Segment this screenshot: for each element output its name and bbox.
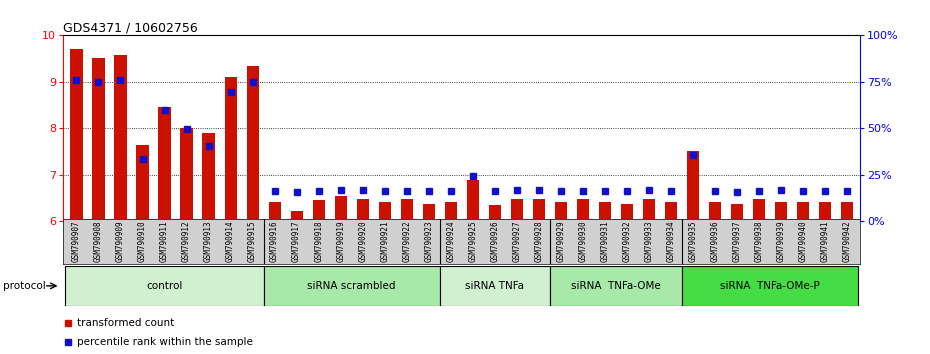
Bar	[335, 196, 347, 221]
Text: GSM790910: GSM790910	[138, 221, 147, 262]
Text: GDS4371 / 10602756: GDS4371 / 10602756	[63, 21, 198, 34]
Bar	[224, 77, 236, 221]
Bar	[92, 58, 104, 221]
Text: GSM790921: GSM790921	[380, 221, 389, 262]
Bar	[621, 204, 633, 221]
Text: GSM790923: GSM790923	[424, 221, 433, 262]
Text: GSM790913: GSM790913	[204, 221, 213, 262]
Bar	[665, 202, 677, 221]
Text: GSM790931: GSM790931	[601, 221, 609, 262]
Text: GSM790924: GSM790924	[446, 221, 456, 262]
Bar	[356, 199, 368, 221]
Bar	[467, 181, 479, 221]
Text: GSM790916: GSM790916	[270, 221, 279, 262]
Text: GSM790938: GSM790938	[754, 221, 764, 262]
Bar	[511, 199, 523, 221]
Bar	[599, 202, 611, 221]
Bar	[158, 107, 170, 221]
Bar	[263, 266, 440, 306]
Text: GSM790915: GSM790915	[248, 221, 257, 262]
Text: GSM790922: GSM790922	[402, 221, 411, 262]
Bar	[422, 204, 434, 221]
Text: percentile rank within the sample: percentile rank within the sample	[76, 337, 253, 347]
Bar	[445, 202, 457, 221]
Text: GSM790909: GSM790909	[116, 221, 125, 262]
Text: control: control	[146, 281, 182, 291]
Text: siRNA  TNFa-OMe-P: siRNA TNFa-OMe-P	[720, 281, 820, 291]
Bar	[203, 133, 215, 221]
Text: protocol: protocol	[3, 281, 46, 291]
Text: GSM790917: GSM790917	[292, 221, 301, 262]
Text: GSM790932: GSM790932	[622, 221, 631, 262]
Text: GSM790941: GSM790941	[820, 221, 830, 262]
Text: GSM790907: GSM790907	[72, 221, 81, 262]
Bar	[65, 266, 263, 306]
Bar	[114, 55, 126, 221]
Text: GSM790930: GSM790930	[578, 221, 588, 262]
Text: GSM790927: GSM790927	[512, 221, 522, 262]
Text: siRNA TNFa: siRNA TNFa	[465, 281, 525, 291]
Bar	[379, 202, 391, 221]
Bar	[180, 128, 193, 221]
Text: GSM790914: GSM790914	[226, 221, 235, 262]
Bar	[775, 202, 787, 221]
Bar	[550, 266, 682, 306]
Text: GSM790925: GSM790925	[468, 221, 477, 262]
Bar	[643, 199, 655, 221]
Bar	[401, 199, 413, 221]
Bar	[687, 151, 699, 221]
Bar	[819, 202, 831, 221]
Bar	[440, 266, 550, 306]
Text: GSM790940: GSM790940	[799, 221, 807, 262]
Text: GSM790936: GSM790936	[711, 221, 720, 262]
Text: GSM790942: GSM790942	[843, 221, 852, 262]
Text: GSM790928: GSM790928	[535, 221, 543, 262]
Bar	[841, 202, 853, 221]
Text: GSM790937: GSM790937	[733, 221, 741, 262]
Text: GSM790935: GSM790935	[688, 221, 698, 262]
Bar	[312, 200, 325, 221]
Bar	[577, 199, 589, 221]
Bar	[731, 204, 743, 221]
Bar	[489, 205, 501, 221]
Text: GSM790911: GSM790911	[160, 221, 169, 262]
Text: GSM790934: GSM790934	[667, 221, 675, 262]
Bar	[269, 202, 281, 221]
Text: GSM790929: GSM790929	[556, 221, 565, 262]
Bar	[797, 202, 809, 221]
Bar	[71, 49, 83, 221]
Text: siRNA  TNFa-OMe: siRNA TNFa-OMe	[571, 281, 660, 291]
Text: GSM790908: GSM790908	[94, 221, 103, 262]
Text: GSM790939: GSM790939	[777, 221, 786, 262]
Text: siRNA scrambled: siRNA scrambled	[308, 281, 396, 291]
Bar	[682, 266, 858, 306]
Bar	[137, 144, 149, 221]
Text: GSM790919: GSM790919	[336, 221, 345, 262]
Text: transformed count: transformed count	[76, 318, 174, 329]
Bar	[246, 65, 259, 221]
Text: GSM790926: GSM790926	[490, 221, 499, 262]
Bar	[533, 199, 545, 221]
Bar	[555, 202, 567, 221]
Text: GSM790933: GSM790933	[644, 221, 654, 262]
Bar	[709, 202, 721, 221]
Bar	[290, 211, 302, 221]
Bar	[753, 199, 765, 221]
Text: GSM790920: GSM790920	[358, 221, 367, 262]
Text: GSM790912: GSM790912	[182, 221, 191, 262]
Text: GSM790918: GSM790918	[314, 221, 323, 262]
